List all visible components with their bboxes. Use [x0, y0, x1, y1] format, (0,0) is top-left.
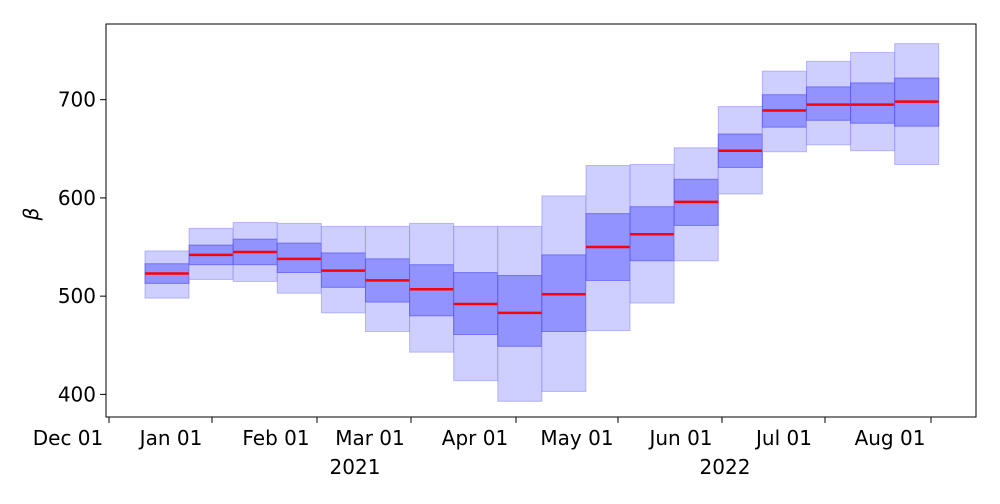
x-year-label: 2022 — [700, 455, 751, 479]
x-tick-label: Feb 01 — [242, 426, 309, 450]
x-tick-label: May 01 — [540, 426, 613, 450]
x-year-label: 2021 — [330, 455, 381, 479]
x-tick-label: Jul 01 — [754, 426, 812, 450]
y-tick-label: 400 — [58, 382, 96, 406]
x-axis: Dec 01 Jan 01 Feb 01 Mar 01 Apr 01 May 01 Jun … — [33, 417, 932, 479]
y-axis: 400 500 600 700 — [58, 88, 106, 406]
y-tick-label: 600 — [58, 186, 96, 210]
y-tick-label: 700 — [58, 88, 96, 112]
y-tick-label: 500 — [58, 284, 96, 308]
inner-range-box — [850, 82, 896, 124]
y-axis-label: β — [19, 207, 43, 221]
x-tick-label: Mar 01 — [335, 426, 405, 450]
x-tick-label: Dec 01 — [33, 426, 104, 450]
boxes-layer — [144, 43, 940, 402]
x-tick-label: Jun 01 — [647, 426, 712, 450]
inner-range-box — [497, 275, 543, 347]
x-tick-label: Aug 01 — [855, 426, 926, 450]
x-tick-label: Jan 01 — [138, 426, 203, 450]
plot-frame — [105, 23, 977, 418]
x-tick-label: Apr 01 — [442, 426, 508, 450]
